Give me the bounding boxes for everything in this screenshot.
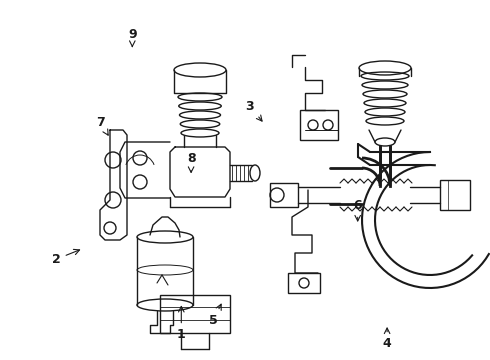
Text: 9: 9	[128, 28, 137, 47]
Bar	[300, 110, 338, 140]
Bar	[288, 273, 320, 293]
Text: 1: 1	[177, 306, 186, 341]
Bar	[270, 183, 298, 207]
Text: 6: 6	[353, 199, 362, 221]
Text: 5: 5	[209, 304, 221, 327]
Text: 7: 7	[96, 116, 108, 135]
Text: 3: 3	[245, 100, 262, 121]
Text: 2: 2	[52, 249, 79, 266]
Bar	[160, 295, 230, 333]
Bar	[440, 180, 470, 210]
Text: 8: 8	[187, 152, 196, 172]
Text: 4: 4	[383, 328, 392, 350]
